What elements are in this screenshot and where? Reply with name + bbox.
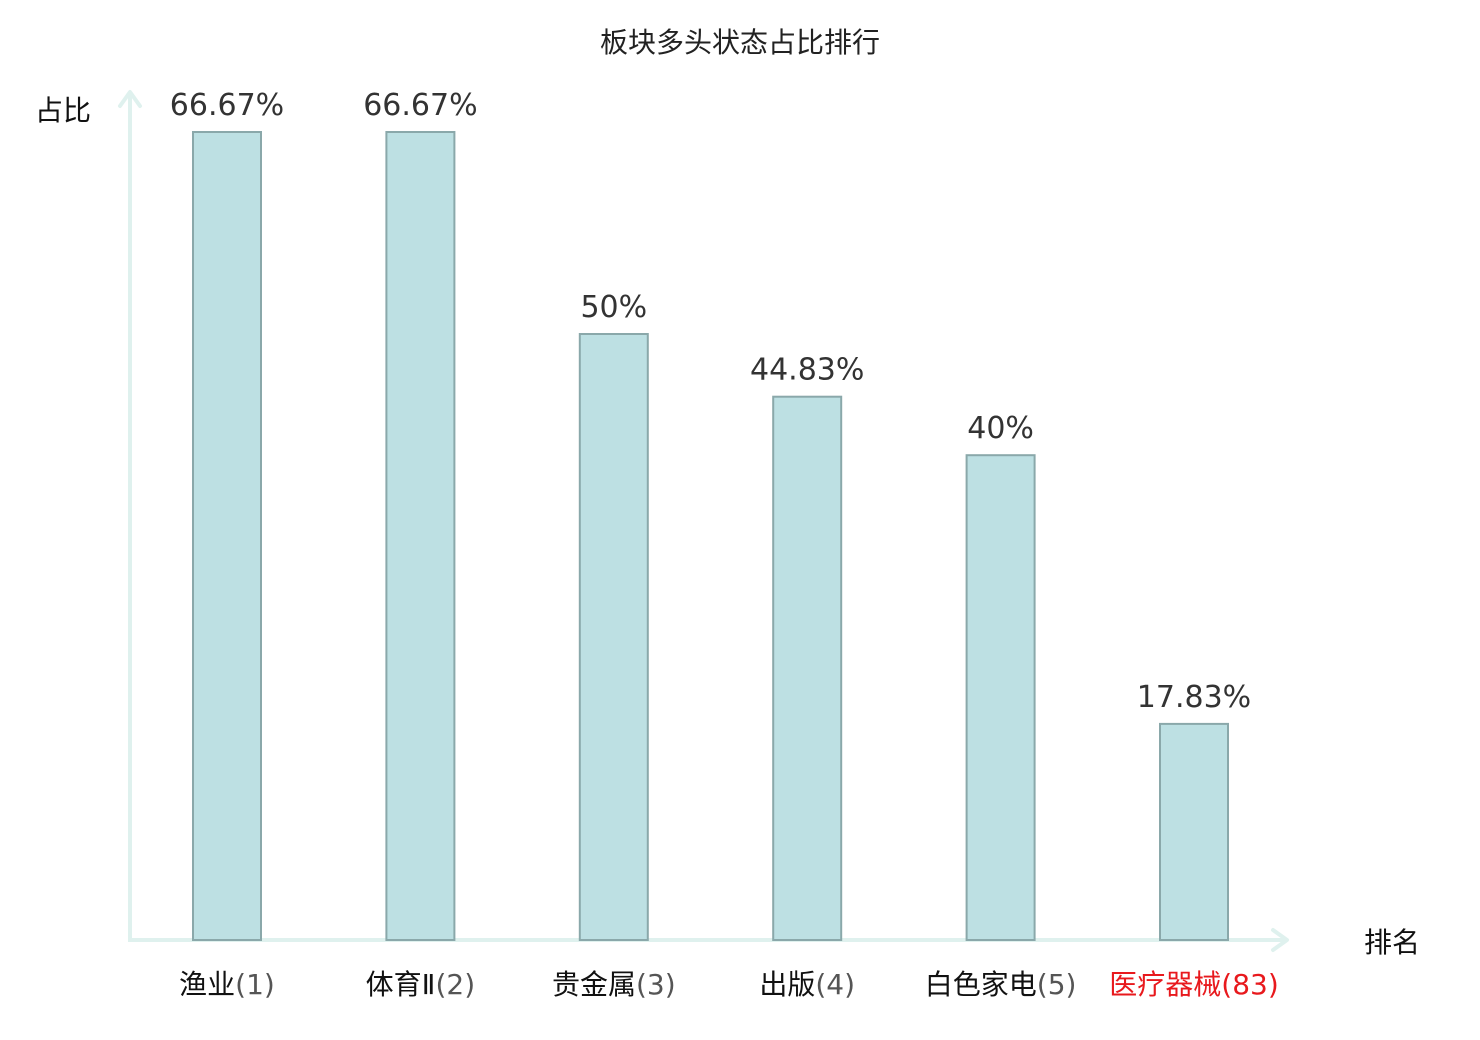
value-label-5: 40% — [967, 411, 1034, 446]
value-label-1: 66.67% — [170, 88, 284, 123]
tick-label-rank: (2) — [435, 968, 475, 1001]
value-label-2: 66.67% — [363, 88, 477, 123]
bars-group — [192, 131, 1229, 942]
tick-label-rank: (1) — [235, 968, 275, 1001]
chart-title: 板块多头状态占比排行 — [600, 26, 880, 59]
axes — [118, 90, 1289, 952]
tick-label-4: 出版(4) — [759, 968, 855, 1001]
tick-label-name: 体育Ⅱ — [366, 968, 436, 1001]
tick-label-6: 医疗器械(83) — [1109, 968, 1279, 1001]
value-label-3: 50% — [580, 290, 647, 325]
value-label-6: 17.83% — [1137, 680, 1251, 715]
x-axis-arrow-icon — [1271, 928, 1289, 952]
tick-labels-group: 渔业(1) 体育Ⅱ(2) 贵金属(3) 出版(4) 白色家电(5) 医疗器械(83) — [179, 968, 1279, 1001]
bar-3 — [578, 333, 649, 941]
value-labels-group: 66.67% 66.67% 50% 44.83% 40% 17.83% — [170, 88, 1251, 715]
tick-label-2: 体育Ⅱ(2) — [366, 968, 475, 1001]
bar-1 — [192, 131, 262, 941]
tick-label-name: 贵金属 — [552, 968, 636, 1001]
tick-label-1: 渔业(1) — [179, 968, 275, 1001]
tick-label-rank: (83) — [1221, 968, 1278, 1001]
tick-label-name: 渔业 — [179, 968, 235, 1001]
x-axis-label: 排名 — [1364, 926, 1420, 959]
bar-6 — [1159, 722, 1229, 942]
tick-label-name: 医疗器械 — [1109, 968, 1221, 1001]
tick-label-5: 白色家电(5) — [925, 968, 1077, 1001]
tick-label-rank: (4) — [815, 968, 855, 1001]
y-axis-arrow-icon — [118, 90, 142, 108]
tick-label-rank: (5) — [1037, 968, 1077, 1001]
y-axis-label: 占比 — [35, 94, 91, 127]
bar-4 — [772, 395, 843, 941]
value-label-4: 44.83% — [750, 353, 864, 388]
bar-5 — [965, 454, 1036, 941]
bar-2 — [385, 131, 456, 941]
tick-label-rank: (3) — [636, 968, 676, 1001]
tick-label-name: 白色家电 — [925, 968, 1037, 1001]
tick-label-name: 出版 — [759, 968, 815, 1001]
tick-label-3: 贵金属(3) — [552, 968, 676, 1001]
